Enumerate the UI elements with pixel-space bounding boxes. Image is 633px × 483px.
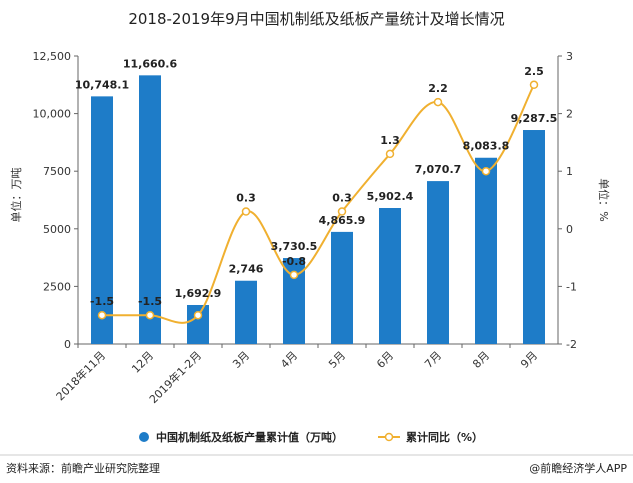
bar xyxy=(427,181,449,344)
bar-data-label: 4,865.9 xyxy=(319,214,366,227)
line-point xyxy=(145,310,155,320)
bar xyxy=(379,208,401,344)
line-point xyxy=(529,80,539,90)
plot-area: 0 2500 5000 7500 10,000 12,500 -2 -1 0 1 2 3 2018年11… xyxy=(33,50,577,406)
y2-tick-label: 0 xyxy=(566,223,573,236)
x-tick-label: 6月 xyxy=(374,349,396,371)
bar-data-label: 5,902.4 xyxy=(367,190,414,203)
line-point xyxy=(337,207,347,216)
line-data-label: -1.5 xyxy=(90,295,114,308)
line-point xyxy=(193,310,203,320)
series-line xyxy=(102,84,535,324)
bar-data-label: 10,748.1 xyxy=(75,78,129,91)
line-point xyxy=(241,207,251,216)
x-tick-label: 3月 xyxy=(230,349,252,371)
footer-brand: @前瞻经济学人APP xyxy=(529,461,627,475)
bar xyxy=(331,231,353,344)
bar-data-label: 1,692.9 xyxy=(175,287,222,300)
x-tick-label: 5月 xyxy=(326,349,348,371)
bar xyxy=(91,96,113,345)
y2-tick-label: -1 xyxy=(566,280,577,293)
line-data-label: 0.3 xyxy=(332,192,352,205)
line-point xyxy=(289,270,299,280)
chart-title: 2018-2019年9月中国机制纸及纸板产量统计及增长情况 xyxy=(128,10,505,28)
legend-line-marker xyxy=(384,432,394,442)
line-point xyxy=(97,310,107,320)
line-point xyxy=(481,166,491,176)
x-tick-label: 7月 xyxy=(422,349,444,371)
line-point xyxy=(385,149,395,159)
y2-tick-label: 2 xyxy=(566,108,573,121)
footer-source: 资料来源：前瞻产业研究院整理 xyxy=(6,461,160,475)
bar xyxy=(139,75,161,344)
bar-data-label: 3,730.5 xyxy=(271,240,318,253)
bar-data-label: 9,287.5 xyxy=(511,112,558,125)
bar xyxy=(187,304,209,344)
line-data-label: 0.3 xyxy=(236,192,256,205)
y-tick-label: 2500 xyxy=(43,280,71,293)
y2-tick-label: -2 xyxy=(566,338,577,351)
y-tick-label: 7500 xyxy=(43,165,71,178)
y-tick-label: 12,500 xyxy=(33,50,72,63)
legend-bar-marker xyxy=(139,432,149,442)
line-point xyxy=(433,97,443,107)
line-data-label: 2.2 xyxy=(428,82,448,95)
y2-tick-label: 3 xyxy=(566,50,573,63)
y-axis-label: 单位：万吨 xyxy=(9,168,23,223)
bar-data-label: 11,660.6 xyxy=(123,57,178,70)
legend: 中国机制纸及纸板产量累计值（万吨） 累计同比（%） xyxy=(139,430,483,444)
y2-tick-label: 1 xyxy=(566,165,573,178)
line-data-label: 2.5 xyxy=(524,65,544,78)
bar xyxy=(235,280,257,344)
x-tick-label: 8月 xyxy=(470,349,492,371)
x-tick-label: 4月 xyxy=(278,349,300,371)
bar xyxy=(523,130,545,344)
y-tick-label: 5000 xyxy=(43,223,71,236)
x-tick-label: 9月 xyxy=(518,349,540,371)
legend-line-label: 累计同比（%） xyxy=(406,430,483,444)
line-data-label: -1.5 xyxy=(138,295,162,308)
y2-axis-label: 单位：% xyxy=(597,178,611,221)
bar-data-label: 7,070.7 xyxy=(415,163,462,176)
y-tick-label: 0 xyxy=(64,338,71,351)
bar xyxy=(283,258,305,344)
line-data-label: -0.8 xyxy=(282,255,306,268)
bar xyxy=(475,157,497,344)
x-tick-label: 2018年11月 xyxy=(53,348,108,403)
x-tick-label: 12月 xyxy=(129,349,156,376)
line-data-label: 1.3 xyxy=(380,134,400,147)
y-tick-label: 10,000 xyxy=(33,108,72,121)
legend-bar-label: 中国机制纸及纸板产量累计值（万吨） xyxy=(156,430,343,444)
bar-data-label: 2,746 xyxy=(229,263,264,276)
bar-data-label: 8,083.8 xyxy=(463,140,510,153)
